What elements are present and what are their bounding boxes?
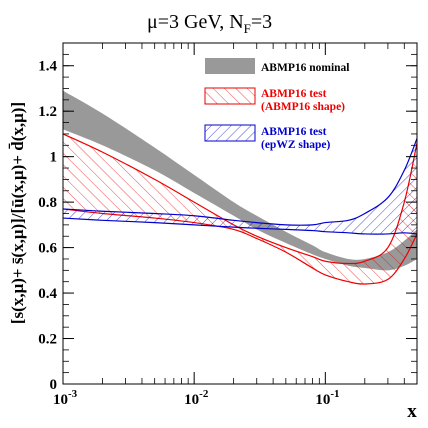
band-epwz-shape-upper-edge xyxy=(63,138,417,226)
legend-note-epwz-shape: (epWZ shape) xyxy=(261,139,330,151)
x-tick-label: 10-3 xyxy=(53,388,78,408)
y-tick-label: 0.4 xyxy=(38,286,57,302)
chart-title-sub: F xyxy=(244,21,251,36)
band-abmp16-shape-upper-edge xyxy=(63,133,417,265)
band-epwz-shape xyxy=(63,138,417,235)
legend: ABMP16 nominal ABMP16 test (ABMP16 shape… xyxy=(204,58,350,151)
y-axis-label: [s(x,μ)+ s̄(x,μ)]/[ū(x,μ)+ d̄(x,μ)] xyxy=(8,102,27,324)
legend-swatch-abmp16-shape xyxy=(204,87,256,105)
chart-title-main: μ=3 GeV, N xyxy=(147,11,244,33)
y-tick-label: 0.8 xyxy=(38,195,57,211)
legend-swatch-epwz-shape xyxy=(204,124,256,142)
y-tick-label: 0 xyxy=(50,377,58,393)
y-tick-label: 1.2 xyxy=(38,104,57,120)
x-axis-label: x xyxy=(407,401,417,422)
y-tick-label: 1 xyxy=(50,150,58,166)
band-abmp16-shape xyxy=(63,133,417,285)
chart-title: μ=3 GeV, NF=3 xyxy=(147,11,272,36)
y-tick-label: 0.2 xyxy=(38,332,57,348)
chart-title-tail: =3 xyxy=(251,11,272,33)
x-tick-label: 10-1 xyxy=(315,388,339,408)
x-axis: 10-3 10-2 10-1 xyxy=(53,43,418,408)
legend-label-nominal: ABMP16 nominal xyxy=(261,62,350,74)
legend-label-epwz-shape: ABMP16 test xyxy=(261,126,327,138)
legend-note-abmp16-shape: (ABMP16 shape) xyxy=(261,101,345,113)
y-tick-label: 0.6 xyxy=(38,241,57,257)
x-tick-label: 10-2 xyxy=(184,388,209,408)
y-tick-label: 1.4 xyxy=(38,59,57,75)
y-axis: 0 0.2 0.4 0.6 0.8 1 1.2 1.4 xyxy=(38,42,417,393)
band-epwz-shape-lower-edge xyxy=(63,217,417,235)
legend-label-abmp16-shape: ABMP16 test xyxy=(261,88,327,100)
legend-swatch-nominal xyxy=(205,58,255,74)
data-bands xyxy=(63,90,417,285)
